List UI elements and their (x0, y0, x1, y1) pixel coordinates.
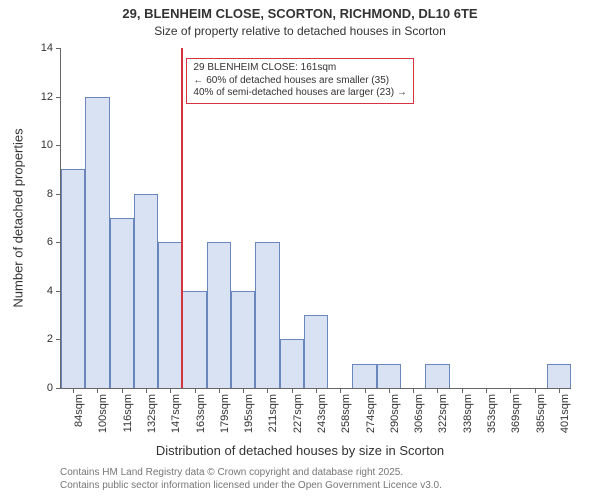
y-tick-label: 8 (47, 188, 61, 200)
bar (304, 315, 328, 388)
x-tick-label: 369sqm (510, 394, 522, 433)
x-tick (146, 388, 147, 393)
x-tick (486, 388, 487, 393)
x-tick-label: 163sqm (195, 394, 207, 433)
x-tick (389, 388, 390, 393)
bar (377, 364, 401, 388)
x-tick (559, 388, 560, 393)
x-tick (170, 388, 171, 393)
y-tick-label: 6 (47, 236, 61, 248)
bar (255, 242, 279, 388)
bar (280, 339, 304, 388)
bar (61, 169, 85, 388)
x-tick (365, 388, 366, 393)
bar (85, 97, 109, 388)
x-tick-label: 243sqm (316, 394, 328, 433)
plot-area: 0246810121484sqm100sqm116sqm132sqm147sqm… (60, 48, 571, 389)
footer-line: Contains HM Land Registry data © Crown c… (60, 466, 442, 479)
x-tick (340, 388, 341, 393)
x-tick (97, 388, 98, 393)
x-tick-label: 227sqm (292, 394, 304, 433)
x-tick (219, 388, 220, 393)
y-tick-label: 12 (41, 91, 61, 103)
x-tick (73, 388, 74, 393)
x-tick-label: 132sqm (146, 394, 158, 433)
bar (158, 242, 182, 388)
x-tick-label: 338sqm (462, 394, 474, 433)
x-tick (195, 388, 196, 393)
x-tick (413, 388, 414, 393)
x-tick-label: 385sqm (535, 394, 547, 433)
x-tick (267, 388, 268, 393)
x-tick-label: 84sqm (73, 394, 85, 427)
y-tick-label: 2 (47, 333, 61, 345)
marker-line (181, 48, 183, 388)
x-tick (462, 388, 463, 393)
bar (231, 291, 255, 388)
bar (110, 218, 134, 388)
y-tick-label: 4 (47, 285, 61, 297)
x-tick (316, 388, 317, 393)
bar (134, 194, 158, 388)
x-tick (535, 388, 536, 393)
x-tick-label: 274sqm (365, 394, 377, 433)
x-axis-label: Distribution of detached houses by size … (0, 443, 600, 458)
x-tick (437, 388, 438, 393)
callout-line: 29 BLENHEIM CLOSE: 161sqm (193, 62, 406, 75)
x-tick-label: 116sqm (122, 394, 134, 432)
x-tick-label: 306sqm (413, 394, 425, 433)
x-tick (510, 388, 511, 393)
x-tick-label: 195sqm (243, 394, 255, 433)
x-tick-label: 258sqm (340, 394, 352, 433)
x-tick-label: 353sqm (486, 394, 498, 433)
bar (352, 364, 376, 388)
x-tick-label: 211sqm (267, 394, 279, 432)
x-tick-label: 179sqm (219, 394, 231, 433)
x-tick-label: 100sqm (97, 394, 109, 433)
y-tick-label: 14 (41, 42, 61, 54)
x-tick-label: 322sqm (437, 394, 449, 433)
x-tick (243, 388, 244, 393)
x-tick-label: 147sqm (170, 394, 182, 433)
chart-container: 29, BLENHEIM CLOSE, SCORTON, RICHMOND, D… (0, 0, 600, 500)
footer-attribution: Contains HM Land Registry data © Crown c… (60, 466, 442, 492)
bar (425, 364, 449, 388)
y-tick-label: 10 (41, 139, 61, 151)
callout-box: 29 BLENHEIM CLOSE: 161sqm← 60% of detach… (186, 58, 413, 104)
x-tick-label: 290sqm (389, 394, 401, 433)
y-axis-label: Number of detached properties (11, 128, 26, 307)
bar (182, 291, 206, 388)
callout-line: ← 60% of detached houses are smaller (35… (193, 75, 406, 88)
bar (547, 364, 571, 388)
y-tick-label: 0 (47, 382, 61, 394)
callout-line: 40% of semi-detached houses are larger (… (193, 87, 406, 100)
x-tick (122, 388, 123, 393)
bar (207, 242, 231, 388)
x-tick (292, 388, 293, 393)
chart-title: 29, BLENHEIM CLOSE, SCORTON, RICHMOND, D… (0, 6, 600, 21)
chart-subtitle: Size of property relative to detached ho… (0, 24, 600, 38)
x-tick-label: 401sqm (559, 394, 571, 433)
footer-line: Contains public sector information licen… (60, 479, 442, 492)
